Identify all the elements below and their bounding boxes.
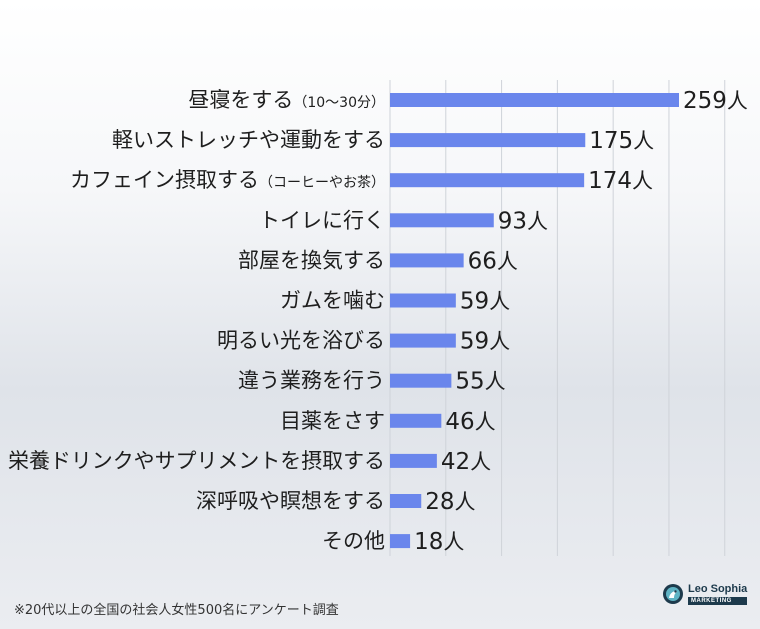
category-label: その他 bbox=[322, 529, 385, 553]
value-label: 42人 bbox=[441, 449, 491, 475]
bar bbox=[390, 333, 456, 348]
grid-lines bbox=[389, 80, 726, 556]
bars bbox=[390, 93, 679, 549]
category-label: 栄養ドリンクやサプリメントを摂取する bbox=[8, 449, 385, 473]
category-label: 明るい光を浴びる bbox=[217, 329, 385, 353]
bar bbox=[390, 253, 464, 268]
value-label: 59人 bbox=[460, 329, 510, 355]
bar-chart: 昼寝をする（10〜30分） 軽いストレッチや運動をするカフェイン摂取する（コーヒー… bbox=[8, 80, 748, 556]
bar bbox=[390, 453, 437, 468]
value-label: 28人 bbox=[425, 489, 475, 515]
value-label: 259人 bbox=[683, 88, 748, 114]
bar bbox=[390, 293, 456, 308]
value-label: 93人 bbox=[498, 208, 548, 234]
category-label: ガムを噛む bbox=[280, 289, 385, 313]
brand-logo: Leo Sophia MARKETING bbox=[662, 582, 748, 605]
category-label: 部屋を換気する bbox=[238, 248, 385, 272]
category-label: 違う業務を行う bbox=[238, 369, 385, 393]
value-label: 175人 bbox=[589, 128, 654, 154]
logo-name: Leo Sophia bbox=[688, 582, 748, 595]
value-label: 55人 bbox=[455, 369, 505, 395]
bar bbox=[390, 213, 494, 228]
bar bbox=[390, 133, 586, 148]
value-labels: 259人 175人 174人 93人 66人 59人 59人 55人 46人 42人 28人 18人 bbox=[414, 88, 748, 555]
bar bbox=[390, 173, 585, 188]
category-label: 昼寝をする（10〜30分） bbox=[188, 88, 385, 112]
category-label: トイレに行く bbox=[259, 208, 385, 232]
value-label: 66人 bbox=[468, 248, 518, 274]
bar bbox=[390, 373, 452, 388]
bar bbox=[390, 534, 411, 549]
value-label: 18人 bbox=[414, 529, 464, 555]
logo-tagline: MARKETING bbox=[688, 596, 748, 605]
category-labels: 昼寝をする（10〜30分） 軽いストレッチや運動をするカフェイン摂取する（コーヒー… bbox=[8, 88, 385, 553]
category-label: 深呼吸や瞑想をする bbox=[196, 489, 385, 513]
value-label: 46人 bbox=[445, 409, 495, 435]
leo-sophia-logo-icon bbox=[663, 584, 683, 604]
bar bbox=[390, 93, 679, 107]
value-label: 174人 bbox=[588, 168, 653, 194]
bar bbox=[390, 494, 422, 508]
category-label: カフェイン摂取する（コーヒーやお茶） bbox=[70, 168, 385, 192]
bar bbox=[390, 413, 442, 428]
value-label: 59人 bbox=[460, 289, 510, 315]
footnote: ※20代以上の全国の社会人女性500名にアンケート調査 bbox=[14, 603, 339, 618]
category-label: 目薬をさす bbox=[280, 409, 385, 433]
category-label: 軽いストレッチや運動をする bbox=[112, 128, 385, 152]
